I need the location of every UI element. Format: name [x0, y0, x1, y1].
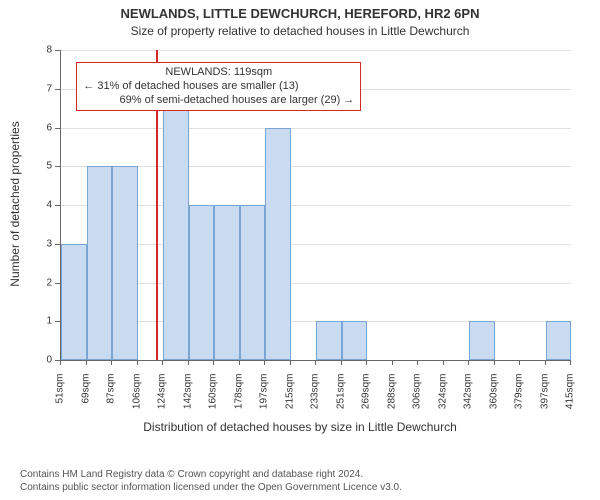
histogram-bar — [546, 321, 572, 360]
y-tick-label: 5 — [32, 161, 52, 172]
y-tick-mark — [55, 321, 60, 322]
y-tick-label: 1 — [32, 316, 52, 327]
chart-subtitle: Size of property relative to detached ho… — [0, 24, 600, 38]
histogram-bar — [240, 205, 266, 360]
footer-line: Contains public sector information licen… — [20, 482, 402, 495]
x-tick-label: 288sqm — [386, 374, 397, 424]
x-tick-mark — [366, 360, 367, 365]
x-tick-mark — [162, 360, 163, 365]
histogram-bar — [469, 321, 495, 360]
x-tick-label: 197sqm — [259, 374, 270, 424]
y-tick-mark — [55, 205, 60, 206]
x-tick-mark — [519, 360, 520, 365]
x-tick-mark — [137, 360, 138, 365]
y-tick-mark — [55, 166, 60, 167]
y-tick-label: 2 — [32, 277, 52, 288]
x-tick-label: 233sqm — [310, 374, 321, 424]
y-tick-label: 0 — [32, 355, 52, 366]
x-tick-mark — [239, 360, 240, 365]
x-tick-label: 269sqm — [361, 374, 372, 424]
x-tick-label: 415sqm — [565, 374, 576, 424]
chart-container: { "chart": { "type": "histogram", "title… — [0, 0, 600, 500]
x-tick-label: 215sqm — [284, 374, 295, 424]
annotation-text: NEWLANDS: 119sqm — [83, 66, 354, 80]
x-tick-label: 379sqm — [514, 374, 525, 424]
x-tick-label: 106sqm — [131, 374, 142, 424]
y-tick-mark — [55, 244, 60, 245]
y-tick-mark — [55, 283, 60, 284]
histogram-bar — [189, 205, 215, 360]
histogram-bar — [265, 128, 291, 361]
y-tick-mark — [55, 128, 60, 129]
x-tick-mark — [570, 360, 571, 365]
x-tick-label: 397sqm — [539, 374, 550, 424]
grid-line — [61, 244, 571, 245]
grid-line — [61, 205, 571, 206]
x-tick-mark — [341, 360, 342, 365]
x-tick-mark — [60, 360, 61, 365]
histogram-bar — [87, 166, 113, 360]
x-tick-label: 87sqm — [106, 374, 117, 424]
x-tick-label: 69sqm — [80, 374, 91, 424]
x-tick-mark — [86, 360, 87, 365]
x-tick-mark — [468, 360, 469, 365]
x-tick-mark — [264, 360, 265, 365]
x-tick-label: 178sqm — [233, 374, 244, 424]
footer-line: Contains HM Land Registry data © Crown c… — [20, 469, 402, 482]
attribution-footer: Contains HM Land Registry data © Crown c… — [20, 469, 402, 494]
histogram-bar — [316, 321, 342, 360]
x-tick-mark — [443, 360, 444, 365]
x-tick-mark — [545, 360, 546, 365]
histogram-bar — [112, 166, 138, 360]
y-tick-mark — [55, 89, 60, 90]
plot-area: NEWLANDS: 119sqm← 31% of detached houses… — [60, 50, 571, 361]
y-tick-label: 4 — [32, 200, 52, 211]
x-tick-label: 360sqm — [488, 374, 499, 424]
x-tick-label: 160sqm — [208, 374, 219, 424]
y-tick-label: 8 — [32, 45, 52, 56]
x-tick-mark — [111, 360, 112, 365]
x-tick-label: 342sqm — [463, 374, 474, 424]
histogram-bar — [214, 205, 240, 360]
y-tick-label: 6 — [32, 122, 52, 133]
y-tick-label: 7 — [32, 83, 52, 94]
chart-title: NEWLANDS, LITTLE DEWCHURCH, HEREFORD, HR… — [0, 6, 600, 21]
x-tick-mark — [417, 360, 418, 365]
grid-line — [61, 283, 571, 284]
y-axis-label: Number of detached properties — [8, 49, 22, 359]
x-tick-mark — [213, 360, 214, 365]
x-tick-label: 124sqm — [157, 374, 168, 424]
y-tick-label: 3 — [32, 238, 52, 249]
x-tick-mark — [392, 360, 393, 365]
grid-line — [61, 128, 571, 129]
x-tick-label: 324sqm — [437, 374, 448, 424]
grid-line — [61, 50, 571, 51]
x-tick-mark — [315, 360, 316, 365]
x-tick-label: 306sqm — [412, 374, 423, 424]
annotation-text: 69% of semi-detached houses are larger (… — [83, 94, 354, 108]
x-tick-mark — [188, 360, 189, 365]
annotation-text: ← 31% of detached houses are smaller (13… — [83, 80, 354, 94]
histogram-bar — [342, 321, 368, 360]
x-tick-label: 251sqm — [335, 374, 346, 424]
x-tick-mark — [494, 360, 495, 365]
histogram-bar — [163, 89, 189, 360]
grid-line — [61, 166, 571, 167]
annotation-box: NEWLANDS: 119sqm← 31% of detached houses… — [76, 62, 361, 111]
y-tick-mark — [55, 50, 60, 51]
x-tick-label: 142sqm — [182, 374, 193, 424]
histogram-bar — [61, 244, 87, 360]
x-tick-label: 51sqm — [55, 374, 66, 424]
x-tick-mark — [290, 360, 291, 365]
